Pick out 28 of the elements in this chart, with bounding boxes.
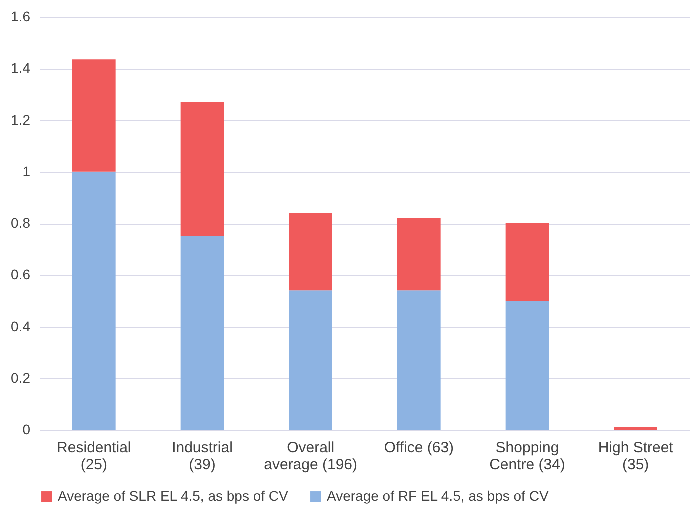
bar — [72, 60, 116, 172]
bar — [506, 224, 550, 301]
x-tick-label: High Street (35) — [598, 440, 674, 474]
bar — [289, 290, 332, 430]
bar — [398, 218, 441, 291]
bar — [506, 300, 550, 430]
y-tick-label: 1.2 — [11, 112, 31, 128]
y-tick-label: 0.4 — [11, 318, 31, 334]
y-tick-label: 1.4 — [11, 60, 31, 76]
x-tick-label: Residential (25) — [57, 440, 132, 474]
legend-label: Average of RF EL 4.5, as bps of CV — [327, 488, 550, 504]
y-tick-label: 1 — [22, 163, 31, 180]
bar — [180, 236, 224, 430]
x-tick-label: Industrial (39) — [172, 440, 233, 474]
y-tick-label: 0.2 — [11, 370, 31, 386]
bar — [398, 290, 441, 430]
y-tick-label: 0 — [22, 422, 31, 438]
bar — [614, 427, 658, 430]
bar — [289, 213, 332, 291]
x-tick-label: Overall average (196) — [264, 440, 358, 474]
bar — [72, 172, 116, 430]
x-tick-label: Shopping Centre (34) — [490, 440, 566, 474]
y-tick-label: 0.8 — [11, 215, 31, 231]
bar — [180, 102, 224, 236]
y-tick-label: 0.6 — [11, 266, 31, 283]
legend-label: Average of SLR EL 4.5, as bps of CV — [58, 488, 290, 504]
y-tick-label: 1.6 — [11, 8, 31, 24]
x-tick-label: Office (63) — [384, 440, 454, 456]
